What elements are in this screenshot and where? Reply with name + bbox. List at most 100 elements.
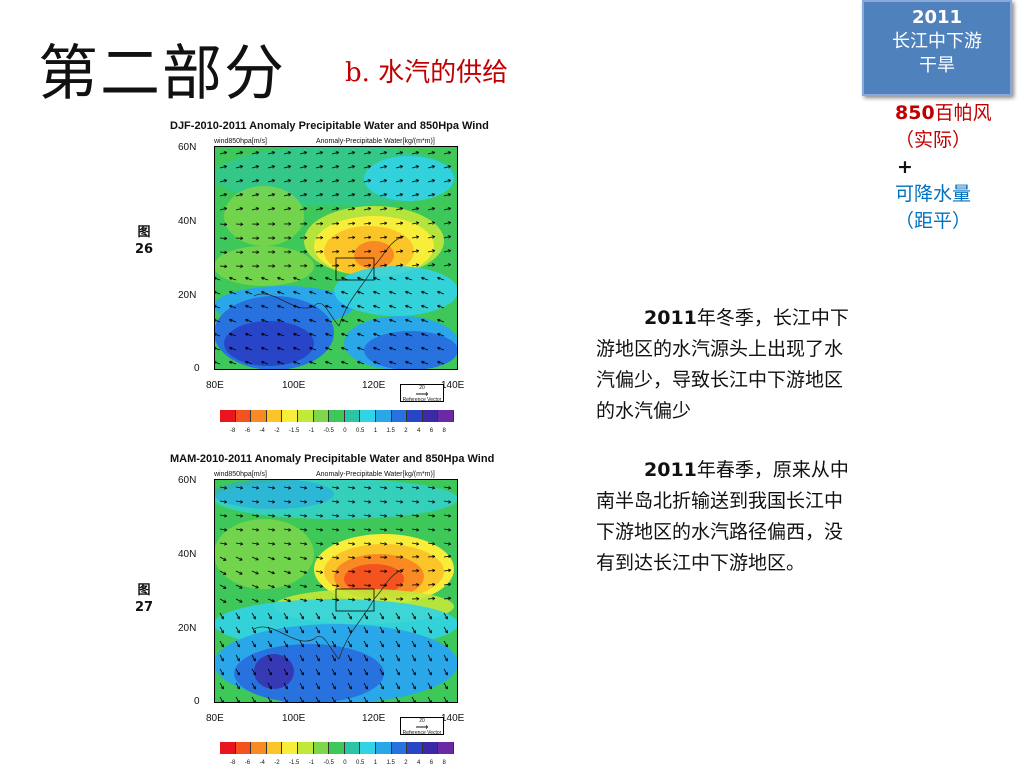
wind-arrowhead: [287, 556, 291, 561]
wind-arrowhead: [351, 569, 356, 574]
colorbar-tick: -0.5: [323, 428, 334, 434]
wind-vector: [283, 668, 288, 676]
wind-vector: [251, 165, 259, 169]
wind-vector: [437, 361, 445, 365]
wind-vector: [229, 361, 237, 365]
wind-vector: [331, 626, 336, 634]
wind-arrowhead: [255, 585, 259, 589]
colorbar-tick: -1.5: [289, 760, 300, 766]
wind-vector: [405, 277, 413, 281]
wind-arrowhead: [448, 596, 452, 601]
wind-arrowhead: [303, 193, 308, 197]
wind-arrowhead: [348, 658, 352, 662]
wind-vector: [411, 207, 419, 211]
wind-arrowhead: [384, 555, 388, 559]
wind-arrowhead: [351, 542, 356, 546]
wind-arrowhead: [448, 568, 452, 573]
wind-arrowhead: [384, 583, 388, 587]
wind-arrowhead: [367, 179, 372, 183]
wind-vector: [437, 333, 445, 337]
pw-label: 可降水量: [895, 183, 972, 205]
wind-vector: [411, 528, 419, 531]
wind-vector: [427, 151, 435, 155]
wind-arrowhead: [444, 616, 448, 620]
wind-vector: [331, 556, 339, 559]
wind-arrowhead: [421, 304, 425, 309]
wind-vector: [299, 556, 307, 560]
wind-vector: [277, 291, 285, 295]
colorbar-swatch: [344, 410, 361, 422]
wind-arrowhead: [220, 658, 224, 662]
wind-arrowhead: [428, 616, 432, 620]
wind-arrowhead: [335, 556, 340, 560]
colorbar-swatch: [360, 742, 376, 754]
wind-vector: [373, 305, 381, 309]
wind-vector: [363, 556, 372, 559]
wind-vector: [363, 584, 372, 587]
map-frame: [214, 146, 458, 370]
wind-vector: [427, 236, 435, 239]
wind-arrowhead: [239, 557, 243, 561]
paragraph-text: 年冬季，长江中下游地区的水汽源头上出现了水汽偏少，导致长江中下游地区的水汽偏少: [596, 307, 849, 422]
tag-year: 2011: [911, 7, 963, 28]
wind-vector: [251, 542, 259, 545]
colorbar-tick: -1.5: [289, 428, 300, 434]
wind-arrowhead: [383, 151, 388, 155]
wind-arrowhead: [383, 207, 388, 211]
wind-vector: [411, 151, 419, 155]
wind-arrowhead: [293, 304, 297, 309]
ref-label: Reference Vector: [402, 730, 442, 736]
wind-vector: [293, 361, 301, 365]
wind-arrowhead: [399, 249, 404, 253]
wind-arrowhead: [399, 193, 404, 197]
wind-vector: [379, 612, 384, 620]
wind-arrowhead: [293, 346, 297, 351]
wind-arrowhead: [352, 263, 356, 268]
lon-tick: 120E: [362, 380, 386, 391]
wind-arrowhead: [447, 193, 452, 197]
figure-label-number: 26: [134, 242, 154, 257]
wind-vector: [283, 528, 291, 531]
wind-arrowhead: [415, 500, 420, 504]
wind-arrowhead: [444, 630, 448, 634]
map-sub-right: Anomaly-Precipitable Water[kg/(m*m)]: [316, 138, 435, 145]
wind-arrowhead: [316, 644, 320, 648]
wind-vector: [219, 668, 224, 676]
wind-vector: [315, 598, 323, 601]
colorbar-tick: -2: [274, 428, 280, 434]
wind-vector: [283, 612, 288, 620]
wind-arrowhead: [373, 360, 377, 365]
colorbar-tick: 1.5: [386, 760, 395, 766]
colorbar-swatch: [391, 742, 408, 754]
wind-vector: [427, 514, 435, 517]
wind-arrowhead: [351, 528, 356, 532]
wind-arrowhead: [336, 249, 340, 254]
wind-arrowhead: [335, 486, 340, 490]
wind-vector: [267, 514, 275, 517]
colorbar-tick: 0.5: [356, 428, 365, 434]
wind-arrowhead: [432, 596, 436, 601]
wind-vector: [219, 193, 227, 197]
wind-arrowhead: [319, 528, 324, 532]
wind-vector: [363, 486, 371, 489]
wind-vector: [373, 347, 381, 351]
wind-vector: [331, 640, 336, 648]
wind-arrowhead: [236, 658, 240, 662]
colorbar-swatch: [375, 742, 392, 754]
figure-label-char: 图: [137, 583, 151, 598]
wind-vector: [315, 570, 323, 573]
wind-vector: [261, 277, 269, 281]
wind-vector: [277, 319, 285, 323]
wind-arrowhead: [431, 151, 436, 155]
wind-vector: [261, 361, 269, 365]
wind-arrowhead: [431, 486, 436, 490]
wind-arrowhead: [272, 250, 276, 254]
wind-arrowhead: [320, 221, 324, 226]
colorbar-tick: 0: [343, 760, 347, 766]
wind-arrowhead: [287, 514, 292, 518]
colorbar-swatch: [329, 410, 345, 422]
field-region: [354, 241, 394, 269]
wind-vector: [315, 556, 323, 559]
wind-arrowhead: [229, 360, 233, 365]
wind-arrowhead: [336, 263, 340, 268]
